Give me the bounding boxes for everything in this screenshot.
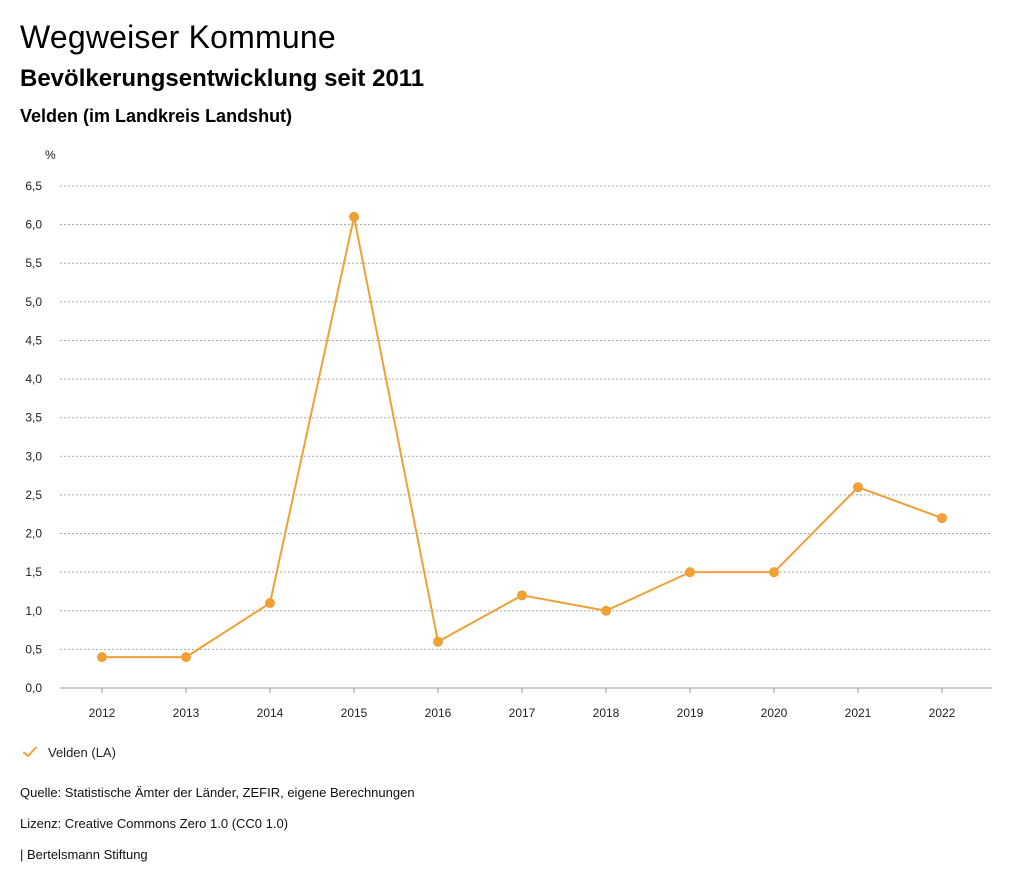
y-tick-label: 3,0 <box>25 449 42 463</box>
data-point <box>853 482 863 493</box>
x-tick-label: 2013 <box>173 706 200 720</box>
source-note: Quelle: Statistische Ämter der Länder, Z… <box>20 785 415 800</box>
data-point <box>517 590 527 601</box>
data-point <box>349 211 359 222</box>
x-tick-label: 2022 <box>929 706 956 720</box>
y-axis-ticks: 0,0 0,5 1,0 1,5 2,0 2,5 3,0 3,5 4,0 4,5 5,0 5,5 6,0 6… <box>25 179 42 695</box>
x-axis-ticks: 2012 2013 2014 2015 2016 2017 2018 2019 2020 2021… <box>89 688 956 720</box>
x-tick-label: 2015 <box>341 706 368 720</box>
y-tick-label: 4,5 <box>25 333 42 347</box>
data-point <box>265 598 275 609</box>
x-tick-label: 2019 <box>677 706 704 720</box>
data-point <box>937 513 947 524</box>
series-points <box>97 211 947 663</box>
y-tick-label: 3,5 <box>25 411 42 425</box>
y-tick-label: 0,0 <box>25 681 42 695</box>
chart-legend[interactable]: Velden (LA) <box>22 744 116 760</box>
publisher-note: | Bertelsmann Stiftung <box>20 847 148 862</box>
chart-subtitle: Bevölkerungsentwicklung seit 2011 <box>20 65 425 92</box>
y-tick-label: 6,0 <box>25 218 42 232</box>
y-tick-label: 5,0 <box>25 295 42 309</box>
data-point <box>97 652 107 663</box>
region-name: Velden (im Landkreis Landshut) <box>20 106 293 126</box>
x-tick-label: 2012 <box>89 706 116 720</box>
line-chart: % 0,0 0,5 1,0 1,5 2,0 2,5 3,0 3,5 4,0 4,5 5,0 5,5 6,… <box>25 148 992 720</box>
data-point <box>769 567 779 578</box>
y-axis-unit: % <box>45 148 56 162</box>
grid-lines <box>60 185 992 689</box>
y-tick-label: 4,0 <box>25 372 42 386</box>
x-tick-label: 2014 <box>257 706 284 720</box>
y-tick-label: 1,5 <box>25 565 42 579</box>
data-point <box>181 652 191 663</box>
y-tick-label: 2,0 <box>25 527 42 541</box>
license-note: Lizenz: Creative Commons Zero 1.0 (CC0 1… <box>20 816 289 831</box>
y-tick-label: 2,5 <box>25 488 42 502</box>
y-tick-label: 5,5 <box>25 256 42 270</box>
data-point <box>685 567 695 578</box>
y-tick-label: 6,5 <box>25 179 42 193</box>
x-tick-label: 2018 <box>593 706 620 720</box>
x-tick-label: 2016 <box>425 706 452 720</box>
data-point <box>601 605 611 616</box>
legend-label: Velden (LA) <box>48 744 116 760</box>
page-title: Wegweiser Kommune <box>20 19 336 55</box>
check-icon <box>22 744 38 760</box>
x-tick-label: 2017 <box>509 706 536 720</box>
y-tick-label: 1,0 <box>25 604 42 618</box>
y-tick-label: 0,5 <box>25 642 42 656</box>
x-tick-label: 2021 <box>845 706 872 720</box>
data-point <box>433 636 443 647</box>
x-tick-label: 2020 <box>761 706 788 720</box>
